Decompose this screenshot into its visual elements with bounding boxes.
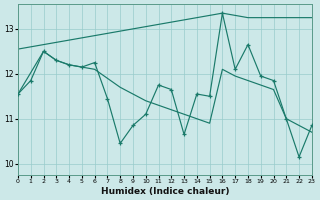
X-axis label: Humidex (Indice chaleur): Humidex (Indice chaleur) <box>101 187 229 196</box>
